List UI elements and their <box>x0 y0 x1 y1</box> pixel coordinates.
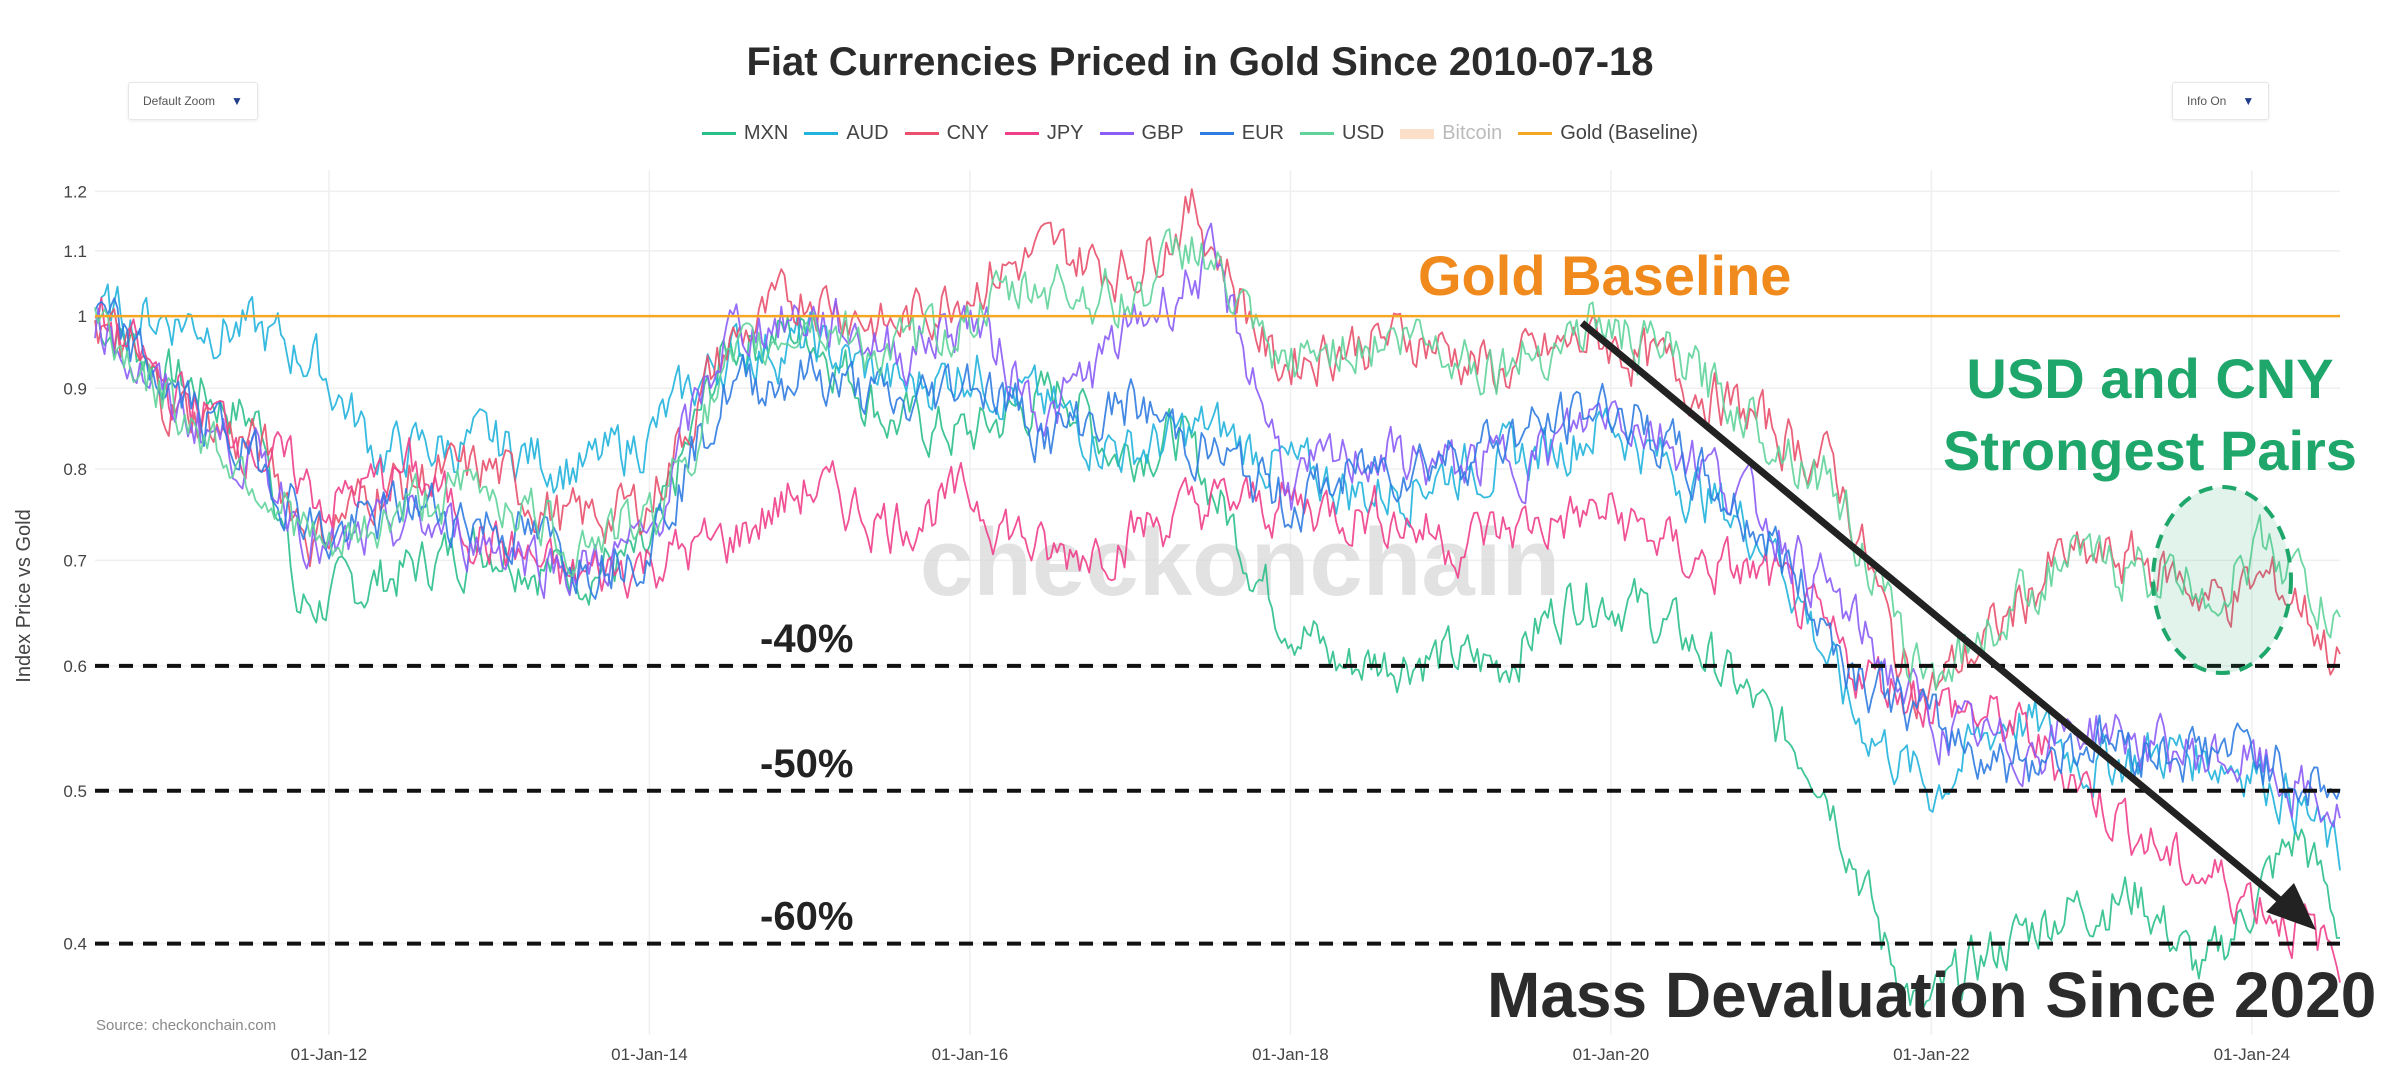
chevron-down-icon: ▼ <box>2242 94 2255 108</box>
legend-item-gbp[interactable]: GBP <box>1099 122 1184 145</box>
legend-label-mxn: MXN <box>743 122 789 144</box>
legend: MXN AUD CNY JPY GBP EUR USD Bitcoin Gold… <box>0 122 2400 145</box>
y-axis-label: Index Price vs Gold <box>13 509 35 682</box>
legend-label-usd: USD <box>1341 122 1385 144</box>
y-tick-label: 1.1 <box>63 242 87 261</box>
reference-line-label: -60% <box>760 895 853 939</box>
series-line-eur <box>94 297 2341 807</box>
legend-swatch-mxn <box>701 132 736 135</box>
legend-swatch-gbp <box>1099 132 1134 135</box>
reference-lines: -40% -50% -60% <box>95 617 2340 946</box>
y-axis-ticks: 0.4 0.5 0.6 0.7 0.8 0.9 1 1.1 1.2 <box>63 182 87 953</box>
series-line-cny <box>94 188 2341 720</box>
legend-swatch-usd <box>1299 132 1334 135</box>
devaluation-arrowhead <box>2266 883 2316 930</box>
x-tick-label: 01-Jan-14 <box>611 1045 688 1064</box>
legend-label-jpy: JPY <box>1046 122 1084 144</box>
legend-item-usd[interactable]: USD <box>1299 122 1385 145</box>
source-note: Source: checkonchain.com <box>96 1017 276 1034</box>
x-tick-label: 01-Jan-24 <box>2214 1045 2291 1064</box>
strongest-pairs-highlight <box>2151 485 2293 675</box>
legend-swatch-cny <box>904 132 939 135</box>
legend-item-gold[interactable]: Gold (Baseline) <box>1518 122 1698 145</box>
legend-swatch-aud <box>804 132 839 135</box>
y-tick-label: 1.2 <box>63 182 87 201</box>
legend-label-eur: EUR <box>1241 122 1284 144</box>
legend-item-eur[interactable]: EUR <box>1199 122 1284 145</box>
y-tick-label: 0.5 <box>63 782 87 801</box>
legend-item-jpy[interactable]: JPY <box>1004 122 1084 145</box>
x-tick-label: 01-Jan-12 <box>291 1045 368 1064</box>
y-tick-label: 1 <box>78 307 87 326</box>
zoom-dropdown[interactable]: Default Zoom ▼ <box>128 82 258 120</box>
devaluation-arrow <box>1579 320 2295 913</box>
x-tick-label: 01-Jan-20 <box>1573 1045 1650 1064</box>
legend-item-aud[interactable]: AUD <box>804 122 889 145</box>
legend-swatch-gold <box>1518 132 1553 135</box>
legend-label-aud: AUD <box>846 122 889 144</box>
legend-label-gbp: GBP <box>1141 122 1184 144</box>
reference-line-label: -40% <box>760 617 853 661</box>
gold-baseline-annotation: Gold Baseline <box>1418 244 1791 307</box>
x-tick-label: 01-Jan-22 <box>1893 1045 1970 1064</box>
mass-devaluation-annotation: Mass Devaluation Since 2020 <box>1487 959 2376 1031</box>
legend-item-mxn[interactable]: MXN <box>701 122 789 145</box>
legend-item-bitcoin[interactable]: Bitcoin <box>1400 122 1502 145</box>
reference-line-label: -50% <box>760 742 853 786</box>
x-tick-label: 01-Jan-16 <box>932 1045 1009 1064</box>
legend-swatch-eur <box>1199 132 1234 135</box>
legend-label-bitcoin: Bitcoin <box>1442 122 1503 144</box>
zoom-dropdown-label: Default Zoom <box>143 94 216 108</box>
usd-cny-annotation-line2: Strongest Pairs <box>1943 419 2357 482</box>
info-dropdown-label: Info On <box>2187 94 2227 108</box>
info-dropdown[interactable]: Info On ▼ <box>2172 82 2270 120</box>
legend-swatch-bitcoin <box>1400 128 1435 139</box>
legend-label-gold: Gold (Baseline) <box>1560 122 1699 144</box>
series-line-aud <box>94 283 2341 871</box>
x-axis-ticks: 01-Jan-12 01-Jan-14 01-Jan-16 01-Jan-18 01-J… <box>291 1045 2290 1064</box>
y-tick-label: 0.9 <box>63 379 87 398</box>
usd-cny-annotation-line1: USD and CNY <box>1966 347 2333 410</box>
y-tick-label: 0.7 <box>63 551 87 570</box>
legend-swatch-jpy <box>1004 132 1039 135</box>
y-tick-label: 0.6 <box>63 657 87 676</box>
legend-item-cny[interactable]: CNY <box>904 122 989 145</box>
chevron-down-icon: ▼ <box>231 94 243 108</box>
x-tick-label: 01-Jan-18 <box>1252 1045 1329 1064</box>
chart-title: Fiat Currencies Priced in Gold Since 201… <box>746 40 1654 84</box>
legend-label-cny: CNY <box>946 122 989 144</box>
series-line-gbp <box>94 222 2341 828</box>
y-tick-label: 0.4 <box>63 935 87 954</box>
y-tick-label: 0.8 <box>63 460 87 479</box>
